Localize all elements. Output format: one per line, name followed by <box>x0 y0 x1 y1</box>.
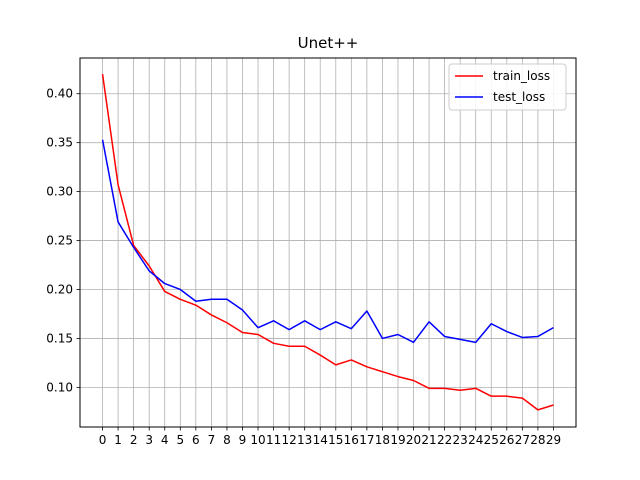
y-tick-label: 0.25 <box>46 234 73 248</box>
x-tick-label: 14 <box>313 433 328 447</box>
x-tick-label: 1 <box>114 433 122 447</box>
ticks: 0 1 2 3 4 5 6 7 8 9 10 11 12 13 14 15 16 17 18 19 20 21 22 23 24… <box>46 87 561 447</box>
x-tick-label: 8 <box>223 433 231 447</box>
x-tick-label: 7 <box>208 433 216 447</box>
x-tick-label: 22 <box>437 433 452 447</box>
series-line-train-loss <box>101 74 554 411</box>
x-tick-label: 20 <box>406 433 421 447</box>
x-tick-label: 10 <box>250 433 265 447</box>
x-tick-label: 2 <box>130 433 138 447</box>
x-tick-label: 16 <box>344 433 359 447</box>
x-tick-label: 29 <box>546 433 561 447</box>
x-tick-label: 9 <box>239 433 247 447</box>
x-tick-label: 5 <box>176 433 184 447</box>
x-tick-label: 13 <box>297 433 312 447</box>
legend-label: test_loss <box>493 90 545 104</box>
y-tick-label: 0.15 <box>46 331 73 345</box>
x-tick-label: 26 <box>499 433 514 447</box>
y-tick-label: 0.40 <box>46 87 73 101</box>
x-tick-label: 17 <box>359 433 374 447</box>
x-tick-label: 18 <box>375 433 390 447</box>
x-tick-label: 15 <box>328 433 343 447</box>
plot-frame <box>79 57 577 428</box>
x-tick-label: 25 <box>484 433 499 447</box>
x-tick-label: 6 <box>192 433 200 447</box>
x-tick-label: 24 <box>468 433 483 447</box>
legend-label: train_loss <box>493 69 550 83</box>
chart-title: Unet++ <box>298 34 359 52</box>
x-tick-label: 27 <box>515 433 530 447</box>
x-tick-label: 4 <box>161 433 169 447</box>
y-tick-label: 0.35 <box>46 136 73 150</box>
x-tick-label: 21 <box>421 433 436 447</box>
y-tick-label: 0.30 <box>46 185 73 199</box>
y-tick-label: 0.10 <box>46 380 73 394</box>
x-tick-label: 19 <box>390 433 405 447</box>
grid <box>80 58 576 427</box>
x-tick-label: 28 <box>530 433 545 447</box>
x-tick-label: 12 <box>281 433 296 447</box>
series-lines <box>101 74 554 411</box>
series-line-test-loss <box>101 139 554 344</box>
x-tick-label: 3 <box>145 433 153 447</box>
x-tick-label: 23 <box>453 433 468 447</box>
x-tick-label: 0 <box>99 433 107 447</box>
x-tick-label: 11 <box>266 433 281 447</box>
y-tick-label: 0.20 <box>46 282 73 296</box>
legend: train_loss test_loss <box>448 63 567 111</box>
